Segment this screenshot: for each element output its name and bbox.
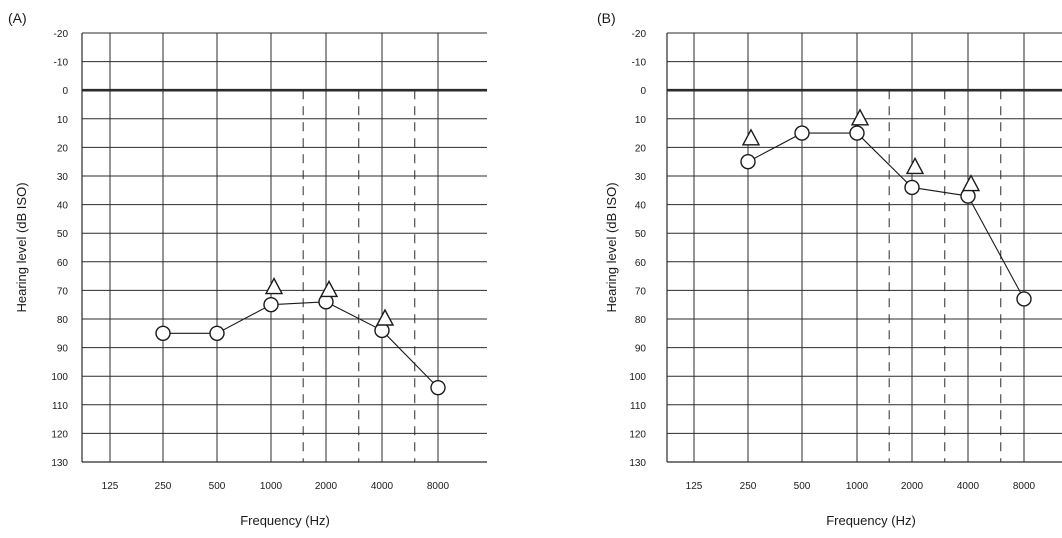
x-tick-label: 500	[794, 481, 811, 492]
x-axis-label: Frequency (Hz)	[826, 513, 916, 528]
x-tick-label: 125	[686, 481, 703, 492]
y-tick-label: 40	[57, 201, 69, 212]
y-tick-label: 70	[57, 286, 69, 297]
y-tick-label: 40	[635, 201, 647, 212]
y-tick-label: 110	[630, 401, 646, 412]
panel-label: (B)	[597, 10, 616, 26]
x-tick-label: 250	[155, 481, 172, 492]
air-conduction-line	[747, 132, 1025, 300]
circle-data-point	[740, 153, 756, 170]
x-tick-label: 8000	[427, 481, 450, 492]
y-tick-label: -10	[632, 58, 647, 69]
circle-data-point	[155, 325, 171, 341]
triangle-data-point	[319, 279, 339, 298]
y-tick-label: 100	[629, 372, 646, 383]
x-axis-label: Frequency (Hz)	[240, 513, 330, 528]
circle-data-point	[209, 325, 225, 341]
x-tick-label: 2000	[315, 481, 338, 492]
y-tick-label: 30	[57, 172, 69, 183]
y-tick-label: 0	[640, 86, 646, 97]
y-tick-label: 100	[51, 372, 68, 383]
air-conduction-line	[163, 301, 439, 389]
triangle-data-point	[264, 277, 284, 295]
triangle-data-point	[741, 128, 761, 146]
y-tick-label: 60	[635, 258, 647, 269]
y-tick-label: 30	[635, 172, 647, 183]
circle-data-point	[849, 125, 865, 141]
x-tick-label: 250	[740, 481, 757, 492]
y-tick-label: 80	[57, 315, 69, 326]
circle-data-point	[904, 179, 920, 196]
x-tick-label: 4000	[371, 481, 394, 492]
y-tick-label: -20	[54, 29, 69, 40]
audiogram-panel-b: -20 -10 0 10 20 30 40 50 60 70 80 90 100 110 120 130 125…	[597, 10, 1062, 528]
y-axis-label: Hearing level (dB ISO)	[604, 182, 619, 312]
y-tick-label: 90	[57, 344, 69, 355]
circle-data-point	[263, 297, 279, 313]
y-tick-label: 80	[635, 315, 647, 326]
y-tick-label: 70	[635, 286, 647, 297]
y-tick-label: 20	[57, 143, 69, 154]
audiogram-panel-a: -20 -10 0 10 20 30 40 50 60 70 80 90 100 110 120 130 125…	[8, 10, 487, 528]
y-tick-label: 50	[635, 229, 647, 240]
x-tick-label: 8000	[1013, 481, 1036, 492]
y-tick-label: 110	[52, 401, 68, 412]
triangle-data-point	[850, 108, 870, 126]
x-tick-label: 500	[209, 481, 226, 492]
panel-label: (A)	[8, 10, 27, 26]
circle-data-point	[1016, 291, 1032, 307]
circle-data-point	[794, 125, 810, 141]
x-tick-label: 2000	[901, 481, 924, 492]
triangle-data-point	[905, 156, 925, 175]
x-tick-label: 1000	[260, 481, 283, 492]
y-axis-label: Hearing level (dB ISO)	[14, 182, 29, 312]
triangle-data-point	[961, 174, 981, 192]
y-tick-label: 20	[635, 143, 647, 154]
y-tick-label: -20	[632, 29, 647, 40]
x-tick-label: 125	[102, 481, 119, 492]
x-tick-label: 1000	[846, 481, 869, 492]
y-tick-label: 120	[629, 429, 646, 440]
y-tick-label: 0	[62, 86, 68, 97]
x-tick-label: 4000	[957, 481, 980, 492]
y-tick-label: 10	[635, 115, 647, 126]
y-tick-label: 10	[57, 115, 69, 126]
y-tick-label: -10	[54, 58, 69, 69]
circle-data-point	[430, 379, 446, 396]
triangle-data-point	[375, 308, 395, 326]
y-tick-label: 130	[51, 458, 68, 469]
y-tick-label: 120	[51, 429, 68, 440]
y-tick-label: 130	[629, 458, 646, 469]
y-tick-label: 90	[635, 344, 647, 355]
y-tick-label: 50	[57, 229, 69, 240]
y-tick-label: 60	[57, 258, 69, 269]
